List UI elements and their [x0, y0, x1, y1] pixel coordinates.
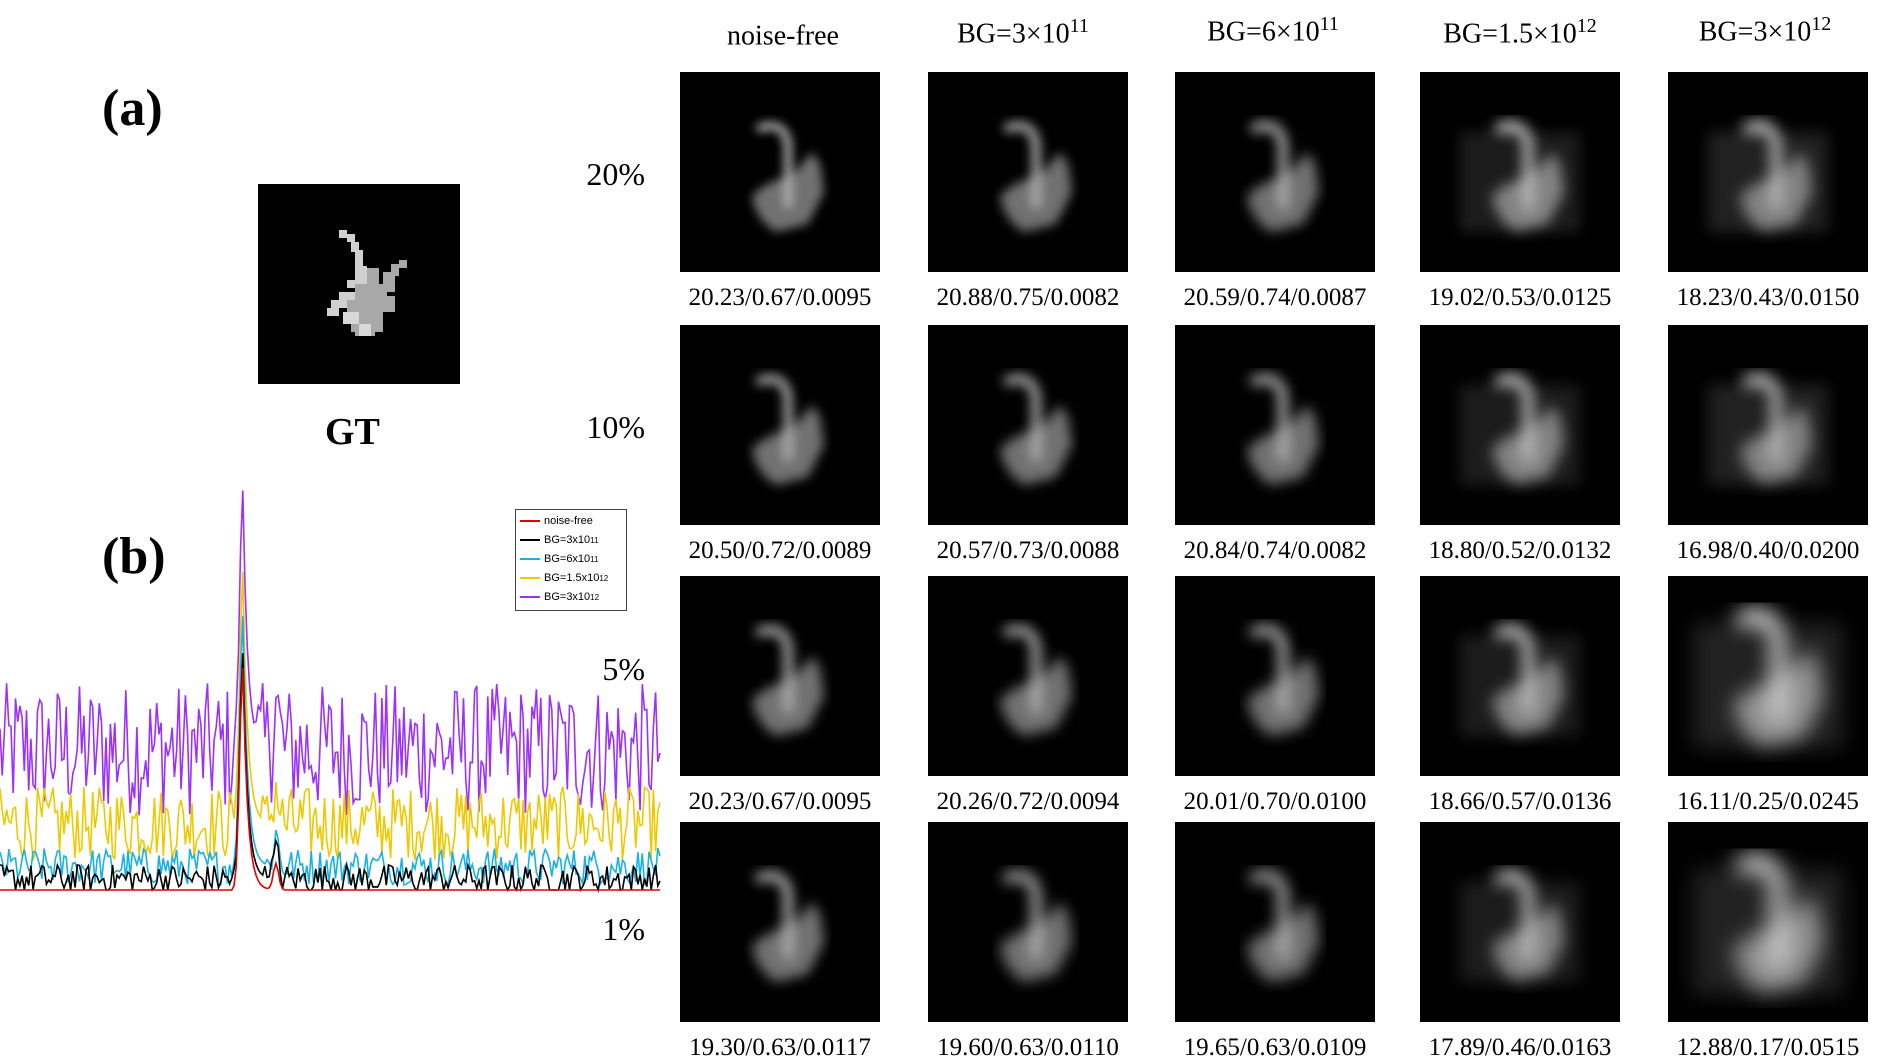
column-header-bg-3e12: BG=3×1012	[1645, 14, 1880, 46]
column-header-exponent: 12	[1576, 15, 1597, 37]
column-header-exponent: 11	[1069, 15, 1089, 37]
column-header-text: BG=3×10	[1698, 16, 1812, 48]
legend-label-exponent: 12	[590, 592, 600, 602]
reconstruction-image	[680, 576, 880, 776]
column-header-text: BG=1.5×10	[1443, 18, 1577, 50]
reconstruction-image	[680, 72, 880, 272]
legend-entry: BG=1.5x10 12	[520, 569, 608, 587]
reconstruction-image	[1175, 72, 1375, 272]
row-label-1: 1%	[602, 911, 645, 947]
legend-entry: BG=3x10 11	[520, 531, 598, 549]
column-header-bg-6e11: BG=6×1011	[1153, 14, 1393, 46]
legend-swatch	[520, 558, 540, 560]
metric-caption: 17.89/0.46/0.0163	[1428, 1034, 1612, 1061]
reconstruction-image	[928, 576, 1128, 776]
legend-label: BG=3x10	[544, 591, 591, 603]
column-header-bg-3e11: BG=3×1011	[903, 16, 1143, 48]
reconstruction-image	[1668, 822, 1868, 1022]
column-header-text: BG=3×10	[957, 18, 1070, 50]
row-label-5: 5%	[602, 651, 645, 687]
metric-caption: 20.01/0.70/0.0100	[1183, 788, 1367, 815]
metric-caption: 19.30/0.63/0.0117	[689, 1034, 871, 1061]
reconstruction-image	[1420, 72, 1620, 272]
panel-a-label: (a)	[102, 80, 163, 137]
legend-label: BG=6x10	[544, 553, 591, 565]
gt-label: GT	[325, 411, 380, 453]
legend-entry: BG=6x10 11	[520, 550, 598, 568]
metric-caption: 20.23/0.67/0.0095	[688, 284, 872, 311]
metric-caption: 19.65/0.63/0.0109	[1183, 1034, 1367, 1061]
reconstruction-image	[1175, 822, 1375, 1022]
series-line	[0, 571, 661, 861]
reconstruction-image	[1420, 325, 1620, 525]
series-line	[0, 667, 660, 891]
column-header-exponent: 12	[1811, 13, 1832, 35]
reconstruction-image	[1420, 576, 1620, 776]
column-header-text: noise-free	[727, 20, 839, 52]
legend-swatch	[520, 520, 540, 522]
gt-image	[258, 184, 460, 384]
metric-caption: 18.23/0.43/0.0150	[1676, 284, 1860, 311]
row-label-10: 10%	[586, 409, 645, 445]
metric-caption: 20.50/0.72/0.0089	[688, 537, 872, 564]
legend-swatch	[520, 596, 540, 598]
metric-caption: 16.11/0.25/0.0245	[1677, 788, 1859, 815]
legend-label: BG=1.5x10	[544, 572, 600, 584]
column-header-exponent: 11	[1319, 13, 1339, 35]
reconstruction-image	[1175, 576, 1375, 776]
metric-caption: 20.26/0.72/0.0094	[936, 788, 1120, 815]
gt-shape	[327, 230, 407, 336]
metric-caption: 12.88/0.17/0.0515	[1676, 1034, 1860, 1061]
legend-label: BG=3x10	[544, 534, 591, 546]
legend-label-exponent: 12	[599, 573, 609, 583]
signal-line-chart	[0, 490, 661, 894]
column-header-text: BG=6×10	[1207, 16, 1320, 48]
metric-caption: 20.88/0.75/0.0082	[936, 284, 1120, 311]
column-header-bg-1p5e12: BG=1.5×1012	[1400, 16, 1640, 48]
legend-entry: noise-free	[520, 512, 593, 530]
reconstruction-image	[680, 325, 880, 525]
metric-caption: 18.80/0.52/0.0132	[1428, 537, 1612, 564]
metric-caption: 19.02/0.53/0.0125	[1428, 284, 1612, 311]
chart-legend: noise-free BG=3x10 11 BG=6x10 11 BG=1.5x10 12 B…	[515, 509, 627, 611]
metric-caption: 19.60/0.63/0.0110	[937, 1034, 1119, 1061]
series-line	[0, 490, 661, 816]
metric-caption: 18.66/0.57/0.0136	[1428, 788, 1612, 815]
reconstruction-image	[1668, 576, 1868, 776]
metric-caption: 20.57/0.73/0.0088	[936, 537, 1120, 564]
reconstruction-image	[1668, 72, 1868, 272]
legend-label-exponent: 11	[590, 554, 599, 564]
metric-caption: 16.98/0.40/0.0200	[1676, 537, 1860, 564]
legend-entry: BG=3x10 12	[520, 588, 599, 606]
reconstruction-image	[1420, 822, 1620, 1022]
legend-label: noise-free	[544, 515, 593, 527]
column-header-noise-free: noise-free	[663, 18, 903, 50]
reconstruction-image	[928, 325, 1128, 525]
panel-b-label: (b)	[102, 528, 166, 585]
reconstruction-image	[928, 72, 1128, 272]
reconstruction-image	[928, 822, 1128, 1022]
metric-caption: 20.23/0.67/0.0095	[688, 788, 872, 815]
row-label-20: 20%	[586, 156, 645, 192]
metric-caption: 20.84/0.74/0.0082	[1183, 537, 1367, 564]
legend-swatch	[520, 539, 540, 541]
reconstruction-image	[1175, 325, 1375, 525]
metric-caption: 20.59/0.74/0.0087	[1183, 284, 1367, 311]
reconstruction-image	[680, 822, 880, 1022]
legend-swatch	[520, 577, 540, 579]
series-line	[0, 616, 661, 887]
legend-label-exponent: 11	[590, 535, 599, 545]
reconstruction-image	[1668, 325, 1868, 525]
